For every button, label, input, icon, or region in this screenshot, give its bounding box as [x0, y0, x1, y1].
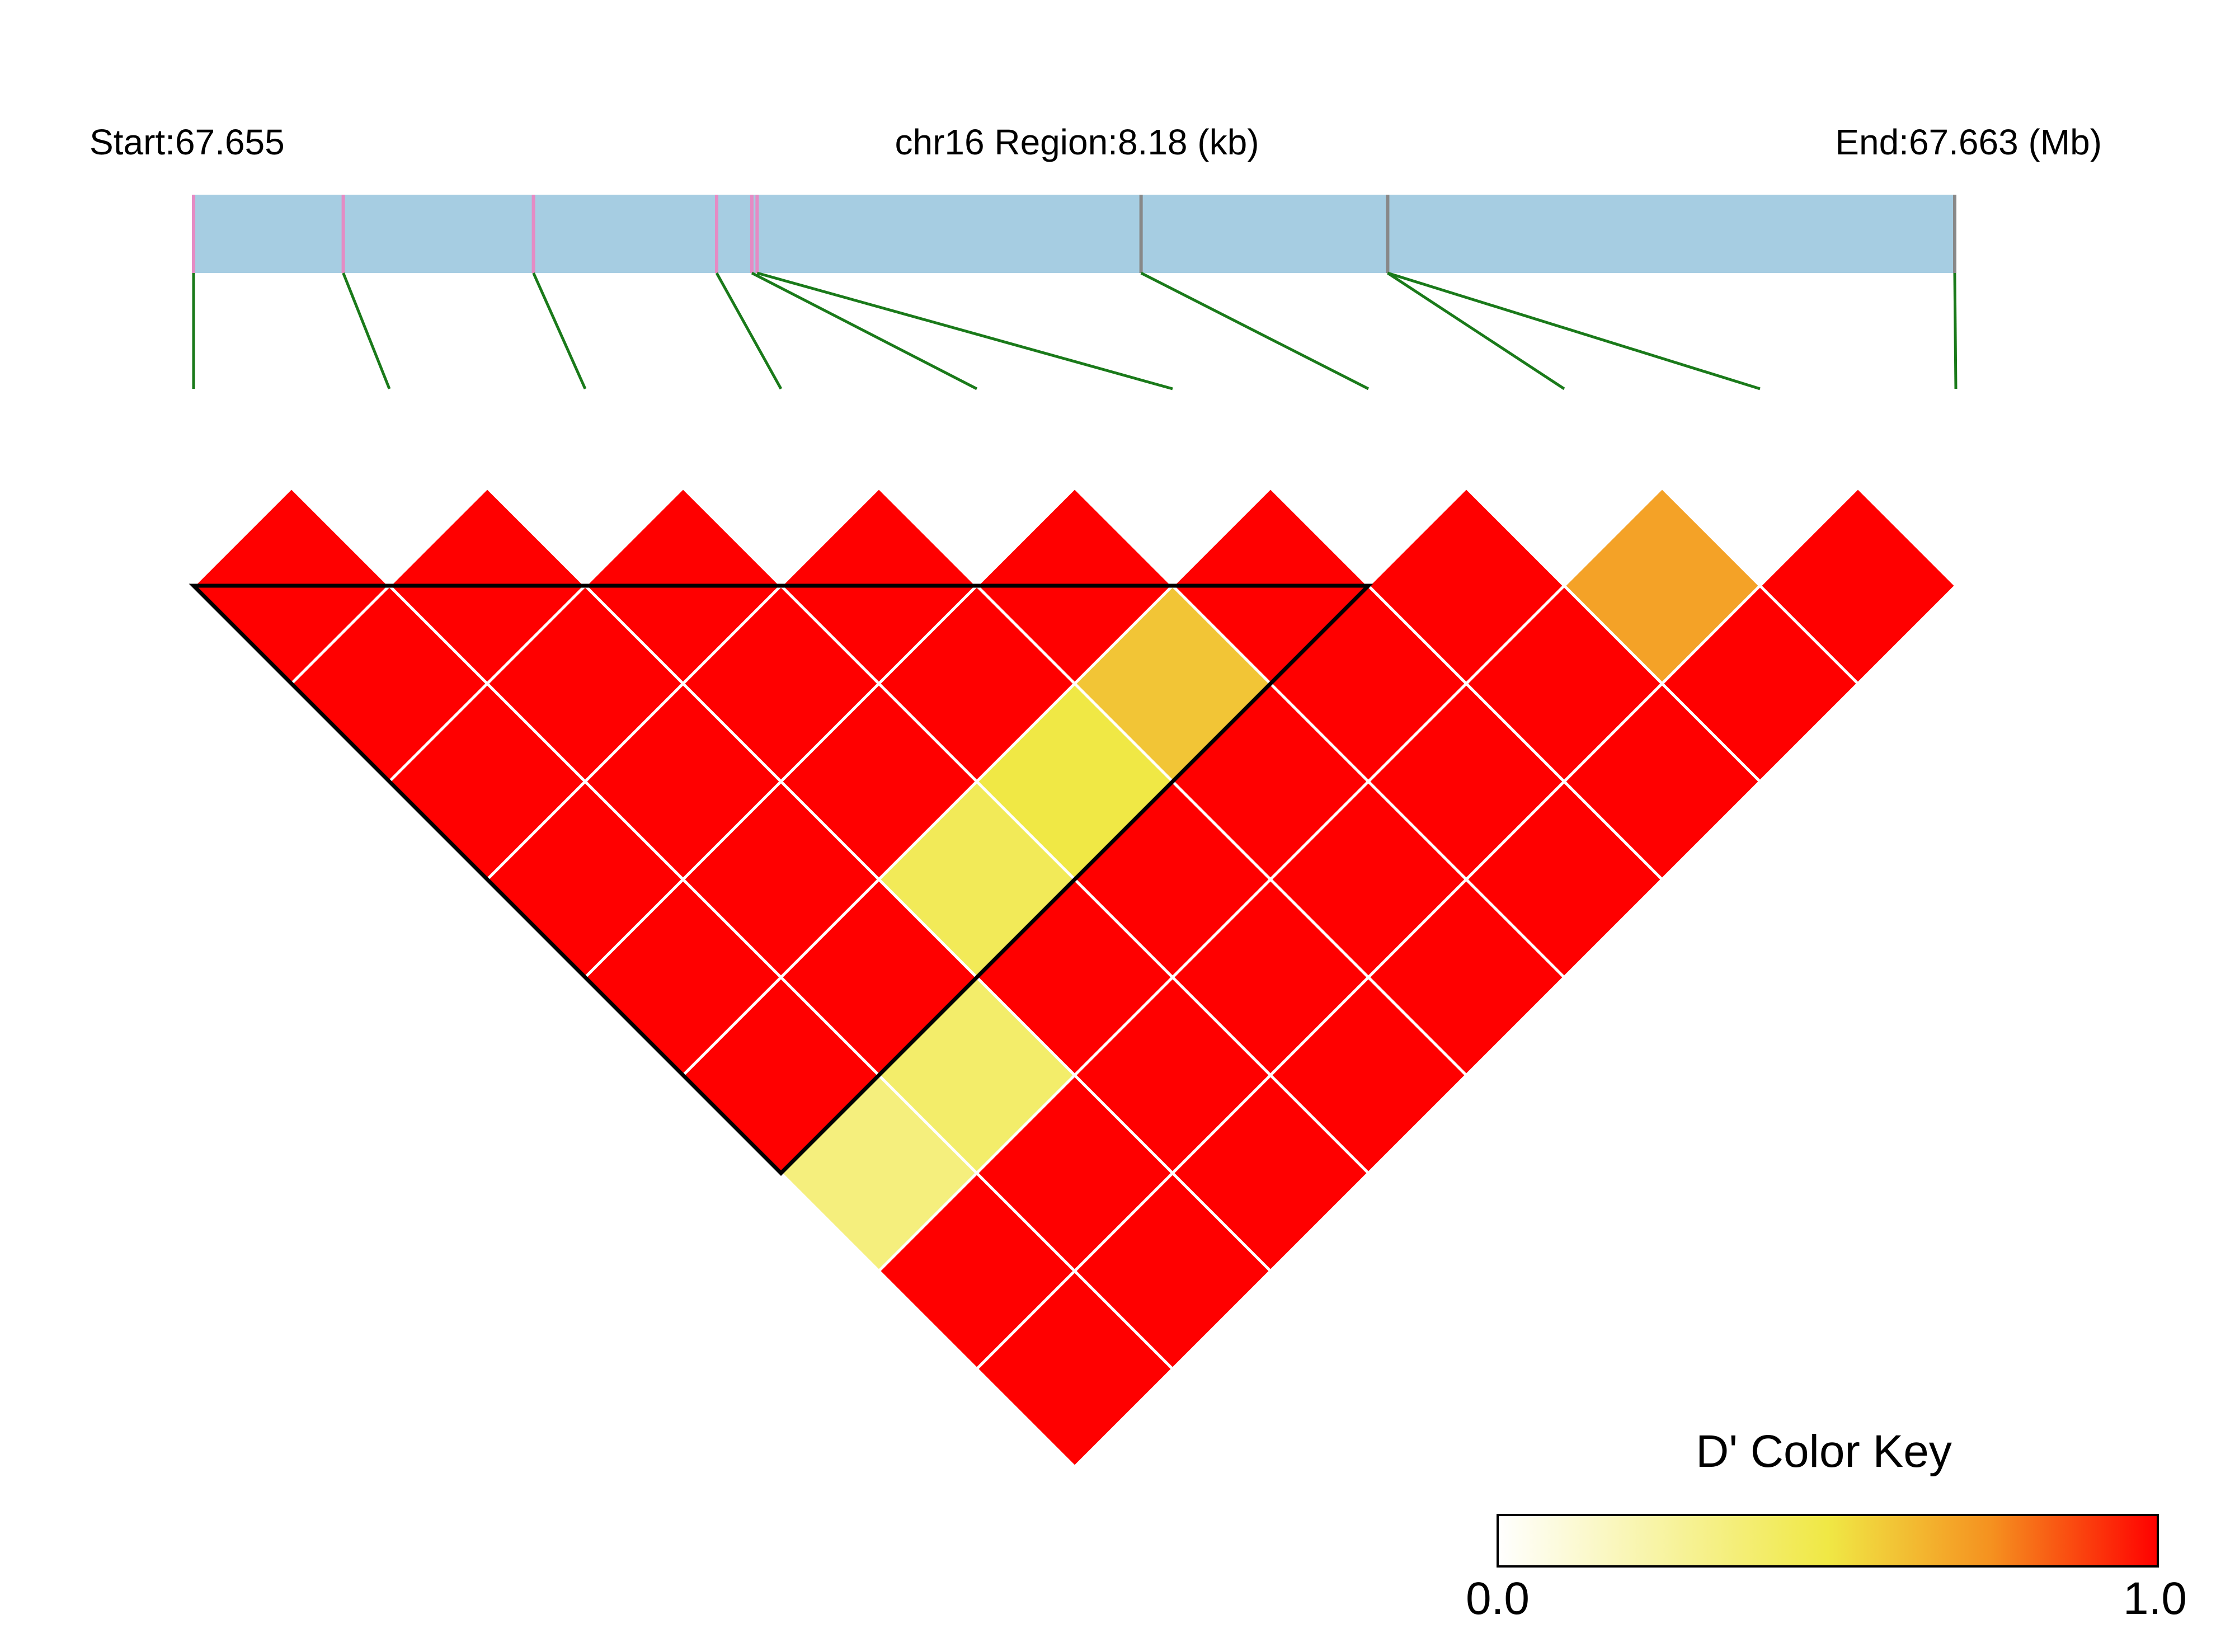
- snp-connector-6: [756, 271, 1173, 390]
- ld-block-triangle: [189, 583, 1373, 1176]
- color-key-max-label: 1.0: [2123, 1573, 2187, 1624]
- snp-connector-7: [1140, 271, 1370, 390]
- ld-cell-9-10: [1758, 486, 1958, 686]
- snp-connector-8: [1386, 271, 1565, 390]
- snp-connector-5: [751, 271, 978, 390]
- region-end-label: End:67.663 (Mb): [1835, 122, 2102, 162]
- snp-connector-10: [1953, 272, 1958, 389]
- color-key-bar: [1497, 1514, 2159, 1568]
- ld-block-outline: [189, 583, 1373, 1176]
- color-key-min-label: 0.0: [1466, 1573, 1530, 1624]
- region-size-label: chr16 Region:8.18 (kb): [895, 122, 1259, 162]
- color-key-title: D' Color Key: [1696, 1426, 1952, 1477]
- snp-connector-4: [715, 272, 783, 390]
- snp-ticks: [192, 195, 1956, 273]
- snp-connector-9: [1387, 271, 1761, 390]
- ld-cells: [191, 486, 1958, 1469]
- snp-connectors: [192, 271, 1958, 390]
- snp-connector-3: [532, 272, 587, 390]
- region-bar: [194, 195, 1955, 273]
- region-start-label: Start:67.655: [90, 122, 285, 162]
- snp-connector-2: [342, 272, 391, 389]
